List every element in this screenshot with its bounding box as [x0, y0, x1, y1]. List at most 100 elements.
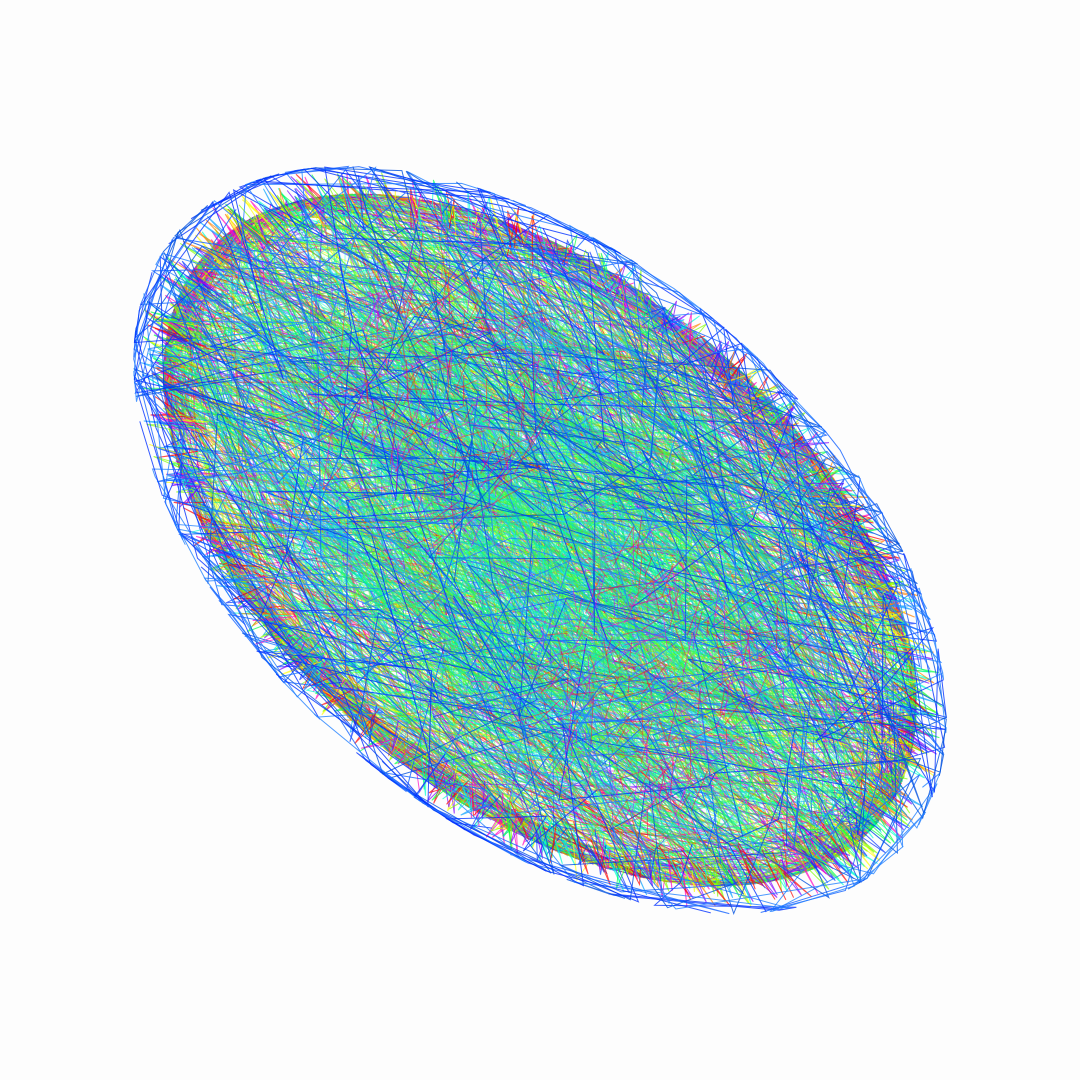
art-stroke: [451, 254, 474, 326]
art-stroke: [697, 657, 730, 686]
art-stroke: [594, 583, 624, 596]
art-stroke: [421, 484, 547, 829]
art-stroke: [603, 639, 611, 674]
art-stroke: [852, 518, 867, 532]
art-stroke: [649, 687, 667, 694]
art-stroke: [566, 655, 792, 727]
art-stroke: [408, 366, 420, 382]
art-stroke: [429, 688, 662, 693]
art-stroke: [196, 452, 540, 812]
art-stroke: [179, 321, 526, 779]
art-stroke: [624, 636, 664, 646]
art-stroke: [276, 194, 311, 238]
art-stroke: [626, 729, 630, 734]
art-stroke: [349, 704, 363, 742]
art-stroke: [205, 295, 460, 653]
art-stroke: [777, 666, 784, 695]
art-stroke: [667, 794, 680, 826]
art-stroke: [629, 858, 648, 896]
art-stroke: [712, 649, 716, 653]
art-stroke: [639, 365, 746, 751]
art-stroke: [297, 635, 611, 706]
art-stroke: [508, 330, 891, 683]
art-stroke: [741, 629, 785, 636]
art-stroke: [453, 383, 482, 392]
art-stroke: [640, 721, 653, 765]
art-stroke: [373, 269, 415, 292]
art-stroke: [220, 573, 259, 587]
art-stroke: [460, 520, 510, 599]
art-stroke: [375, 309, 391, 335]
art-stroke: [671, 349, 689, 855]
art-stroke: [317, 542, 681, 849]
art-stroke: [422, 309, 454, 342]
art-stroke: [614, 660, 637, 666]
art-stroke: [714, 846, 741, 898]
art-stroke: [300, 565, 618, 675]
art-stroke: [874, 616, 908, 625]
art-stroke: [342, 265, 786, 782]
art-stroke: [330, 348, 343, 370]
art-stroke: [797, 828, 860, 879]
art-stroke: [673, 584, 680, 621]
art-stroke: [439, 198, 446, 220]
art-stroke: [551, 678, 766, 849]
art-stroke: [259, 391, 513, 479]
art-stroke: [482, 433, 905, 828]
art-stroke: [403, 416, 736, 887]
art-stroke: [523, 380, 526, 398]
art-stroke: [681, 335, 705, 344]
art-stroke: [620, 802, 655, 826]
art-stroke: [508, 357, 546, 376]
art-stroke: [520, 440, 782, 481]
art-stroke: [417, 721, 521, 726]
art-stroke: [329, 221, 697, 373]
art-stroke: [179, 242, 235, 277]
art-stroke: [163, 320, 647, 566]
art-stroke: [636, 511, 787, 673]
art-stroke: [610, 777, 619, 798]
art-stroke: [159, 283, 215, 322]
art-stroke: [290, 176, 340, 220]
art-stroke: [471, 404, 506, 407]
art-stroke: [456, 388, 460, 395]
art-stroke: [590, 574, 606, 621]
art-stroke: [433, 773, 445, 804]
art-stroke: [311, 174, 344, 221]
art-stroke: [403, 365, 421, 406]
art-stroke: [460, 209, 580, 782]
art-stroke: [316, 225, 598, 616]
art-stroke: [363, 409, 395, 440]
art-stroke: [461, 506, 760, 842]
art-stroke: [597, 463, 803, 525]
art-stroke: [306, 285, 854, 578]
art-stroke: [189, 388, 381, 666]
art-stroke: [461, 309, 466, 335]
art-stroke: [704, 672, 734, 699]
art-stroke: [608, 689, 648, 702]
art-stroke: [482, 406, 523, 423]
art-stroke: [200, 333, 377, 488]
art-stroke: [845, 810, 892, 844]
art-stroke: [584, 567, 624, 572]
art-stroke: [360, 410, 550, 581]
art-stroke: [533, 355, 540, 398]
art-stroke: [665, 602, 869, 833]
art-stroke: [509, 507, 734, 608]
art-stroke: [258, 200, 286, 236]
art-stroke: [260, 408, 307, 425]
art-stroke: [417, 473, 430, 513]
art-stroke: [311, 488, 550, 848]
art-stroke: [529, 272, 840, 650]
art-stroke: [314, 195, 516, 374]
art-stroke: [533, 814, 543, 859]
art-stroke: [397, 409, 418, 449]
art-stroke: [244, 209, 406, 311]
art-stroke: [715, 498, 775, 518]
art-stroke: [740, 680, 768, 696]
art-stroke: [272, 542, 415, 605]
art-stroke: [578, 688, 724, 873]
art-stroke: [610, 411, 653, 538]
art-stroke: [761, 849, 787, 901]
art-stroke: [656, 747, 699, 763]
